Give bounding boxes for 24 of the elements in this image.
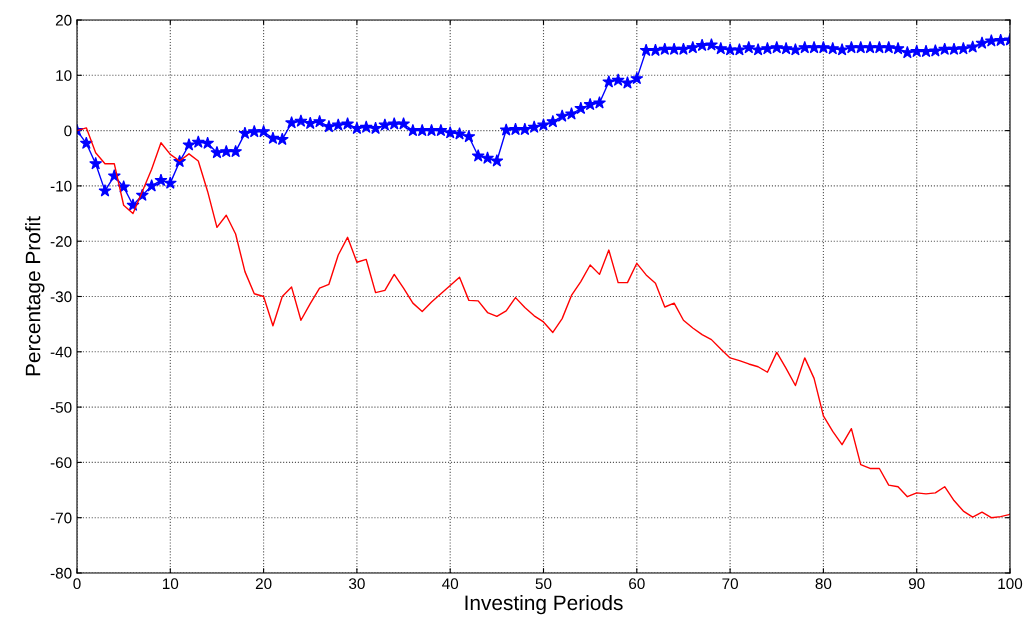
x-tick-label: 0 xyxy=(73,578,81,590)
x-tick-label: 40 xyxy=(442,578,459,590)
x-tick-label: 10 xyxy=(162,578,179,590)
y-tick-label: -10 xyxy=(50,180,72,192)
y-tick-label: -40 xyxy=(50,346,72,358)
y-tick-label: -20 xyxy=(50,236,72,247)
x-tick-label: 80 xyxy=(815,578,832,590)
x-tick-label: 20 xyxy=(255,578,272,590)
x-axis-title: Investing Periods xyxy=(465,594,623,615)
y-tick-label: -80 xyxy=(50,567,72,579)
x-tick-label: 70 xyxy=(722,578,738,590)
y-tick-label: -60 xyxy=(50,457,72,469)
x-tick-label: 100 xyxy=(998,578,1023,590)
y-tick-label: 20 xyxy=(55,14,72,26)
y-tick-label: 10 xyxy=(56,70,72,81)
x-tick-label: 30 xyxy=(348,578,365,590)
x-tick-label: 90 xyxy=(908,578,925,590)
x-tick-label: 60 xyxy=(629,578,645,590)
y-tick-label: -30 xyxy=(50,291,72,303)
y-tick-label: -50 xyxy=(50,401,72,413)
y-axis-title: Percentage Profit xyxy=(25,216,45,376)
y-tick-label: -70 xyxy=(50,512,72,524)
x-tick-label: 50 xyxy=(535,578,552,590)
y-tick-label: 0 xyxy=(64,125,72,137)
